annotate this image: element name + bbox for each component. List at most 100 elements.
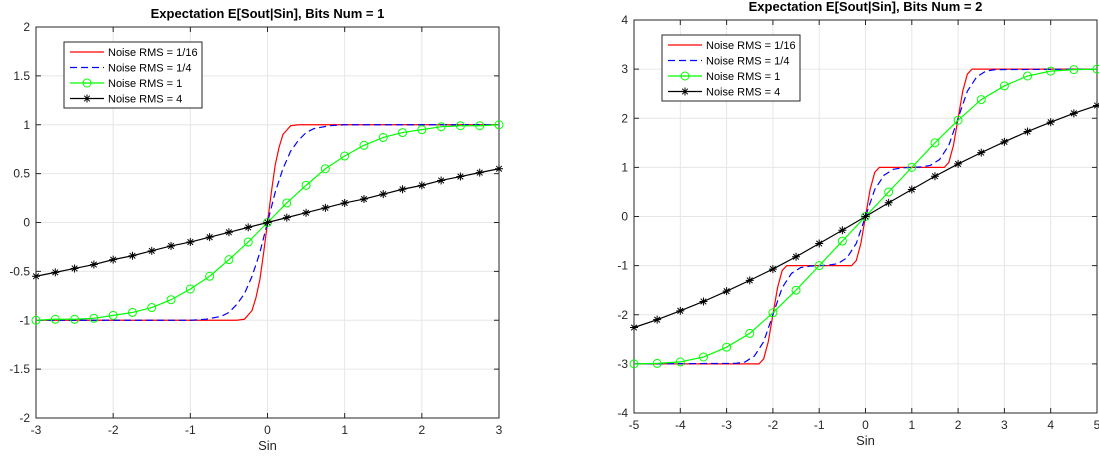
series-line [633, 68, 1098, 365]
x-tick-label: -4 [675, 418, 686, 432]
data-point [89, 313, 99, 323]
data-point [321, 203, 330, 212]
chart-1: -3 -2 -1 0 1 2 3-2-1.5-1-0.500.511.52SinExpect… [9, 6, 504, 453]
data-point [907, 185, 916, 194]
x-tick-label: -5 [629, 418, 640, 432]
data-point [652, 358, 662, 368]
y-tick-label: 4 [621, 13, 628, 27]
data-point [653, 315, 662, 324]
data-point [861, 212, 870, 221]
chart-title: Expectation E[Sout|Sin], Bits Num = 2 [749, 0, 983, 14]
data-point [792, 252, 801, 261]
data-point [31, 315, 41, 325]
legend-marker [83, 94, 91, 103]
y-tick-label: -2 [617, 308, 628, 322]
x-tick-label: 0 [862, 418, 869, 432]
data-point [437, 176, 446, 185]
data-point [698, 352, 708, 362]
data-point [51, 268, 60, 277]
legend-marker [681, 87, 689, 96]
data-point [629, 359, 639, 369]
y-tick-label: 2 [621, 111, 628, 125]
data-point [954, 159, 963, 168]
data-point [359, 195, 368, 204]
x-axis-label: Sin [258, 438, 277, 453]
data-point [930, 138, 940, 148]
data-point [722, 342, 732, 352]
x-axis-label: Sin [856, 433, 875, 448]
y-tick-label: 1 [621, 160, 628, 174]
data-point [838, 226, 847, 235]
data-point [1023, 71, 1033, 81]
x-tick-label: 2 [955, 418, 962, 432]
legend-label: Noise RMS = 1 [706, 71, 780, 83]
y-tick-label: -0.5 [9, 264, 30, 278]
series-line [36, 124, 499, 321]
series-4 [32, 164, 503, 281]
data-point [224, 228, 233, 237]
y-tick-label: 0 [23, 216, 30, 230]
data-point [814, 261, 824, 271]
data-point [1093, 101, 1099, 110]
data-point [417, 125, 427, 135]
legend-marker [680, 71, 690, 81]
data-point [907, 162, 917, 172]
data-point [340, 198, 349, 207]
data-point [186, 238, 195, 247]
data-point [108, 310, 118, 320]
data-point [456, 172, 465, 181]
data-point [1046, 118, 1055, 127]
x-tick-label: -1 [814, 418, 825, 432]
x-tick-label: -3 [31, 423, 42, 437]
data-point [768, 308, 778, 318]
data-point [768, 265, 777, 274]
legend-label: Noise RMS = 4 [706, 87, 780, 99]
y-tick-label: 1.5 [13, 69, 30, 83]
data-point [1092, 64, 1099, 74]
series-2 [633, 68, 1098, 365]
data-point [166, 295, 176, 305]
data-point [89, 260, 98, 269]
y-tick-label: 3 [621, 62, 628, 76]
y-tick-label: -1.5 [9, 362, 30, 376]
y-tick-label: -1 [19, 313, 30, 327]
data-point [205, 233, 214, 242]
x-tick-label: 0 [264, 423, 271, 437]
data-point [722, 287, 731, 296]
data-point [999, 81, 1009, 91]
data-point [977, 148, 986, 157]
x-tick-label: -1 [185, 423, 196, 437]
y-tick-label: -1 [617, 259, 628, 273]
data-point [976, 95, 986, 105]
data-point [147, 303, 157, 313]
data-point [745, 328, 755, 338]
data-point [185, 284, 195, 294]
data-point [953, 115, 963, 125]
data-point [1023, 127, 1032, 136]
data-point [455, 121, 465, 131]
legend-label: Noise RMS = 1/4 [706, 56, 789, 68]
data-point [205, 271, 215, 281]
data-point [379, 190, 388, 199]
x-tick-label: 5 [1094, 418, 1099, 432]
legend-label: Noise RMS = 4 [108, 94, 182, 106]
data-point [244, 223, 253, 232]
data-point [1069, 65, 1079, 75]
data-point [32, 272, 40, 281]
x-tick-label: -2 [768, 418, 779, 432]
data-point [837, 236, 847, 246]
y-tick-label: -4 [617, 406, 628, 420]
x-tick-label: -2 [108, 423, 119, 437]
data-point [815, 239, 824, 248]
legend-label: Noise RMS = 1/4 [108, 63, 191, 75]
legend-label: Noise RMS = 1 [108, 78, 182, 90]
y-tick-label: 0.5 [13, 167, 30, 181]
legend: Noise RMS = 1/16 Noise RMS = 1/4 Noise RMS… [661, 34, 801, 102]
x-tick-label: 3 [496, 423, 503, 437]
data-point [359, 140, 369, 150]
series-4 [630, 101, 1099, 332]
data-point [127, 307, 137, 317]
y-tick-label: -3 [617, 357, 628, 371]
data-point [147, 246, 156, 255]
